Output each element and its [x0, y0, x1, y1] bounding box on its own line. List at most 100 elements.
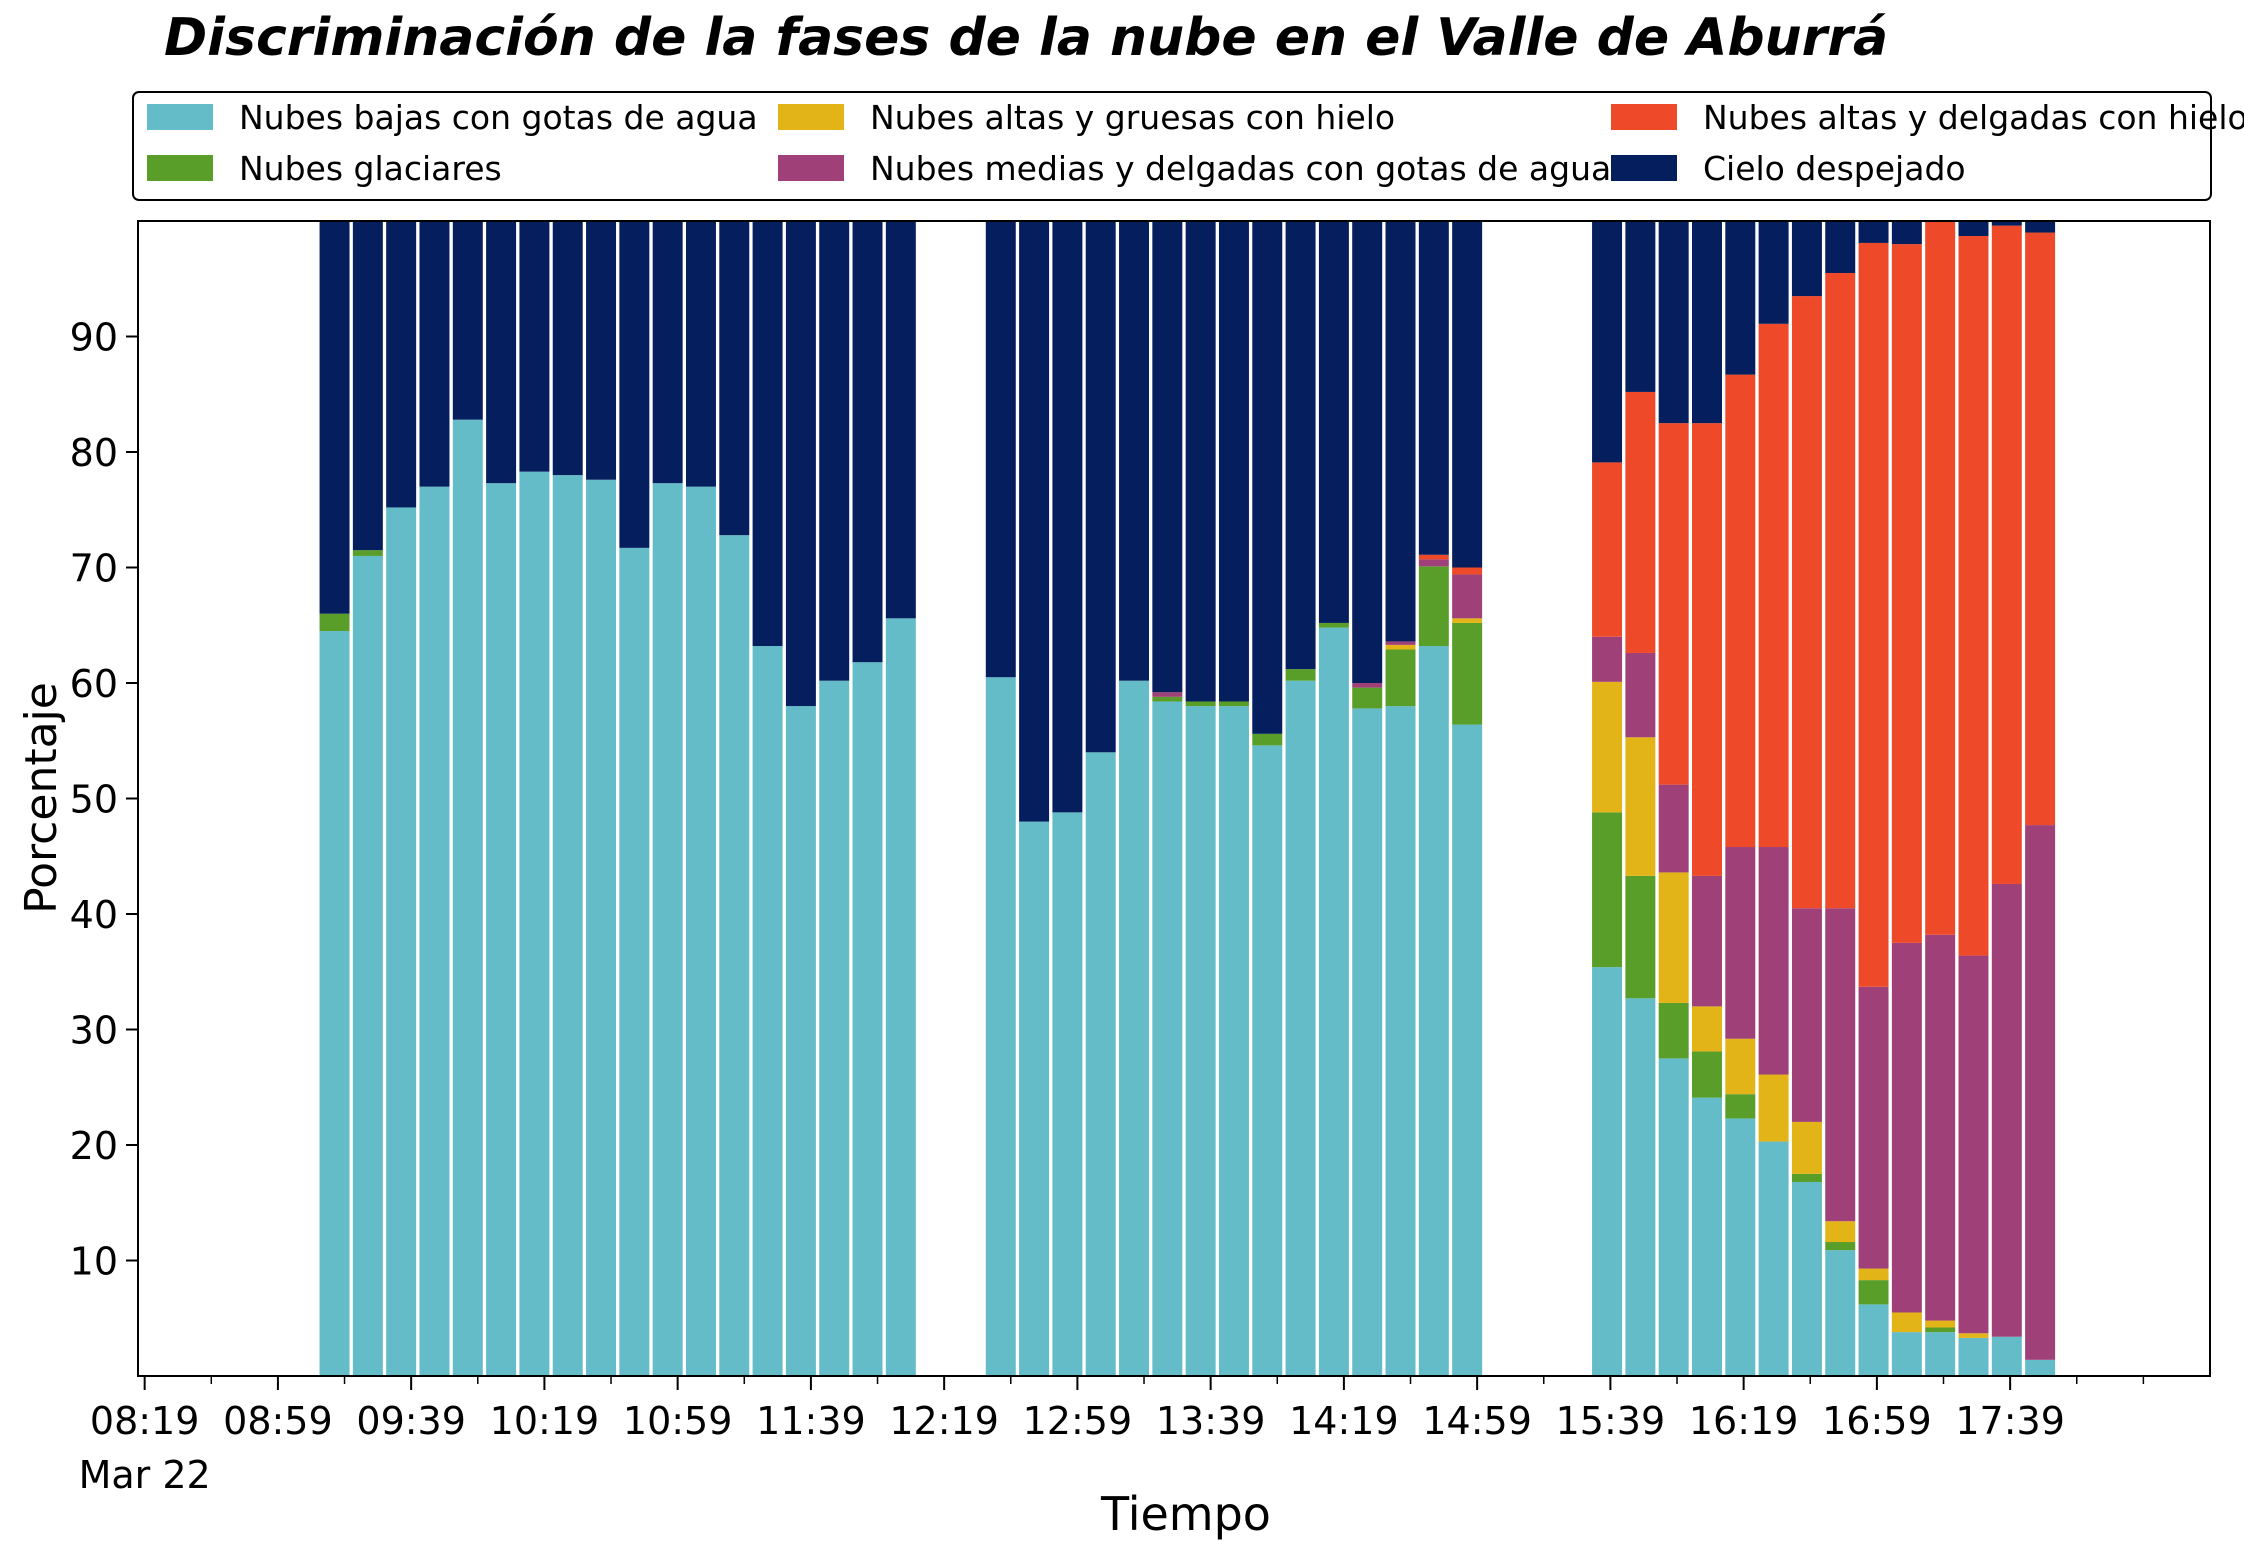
- bar-segment: [1625, 998, 1656, 1376]
- bar-segment: [1085, 221, 1116, 753]
- y-tick-label: 70: [70, 547, 118, 591]
- legend-item: Cielo despejado: [1611, 149, 1966, 188]
- bar-segment: [1758, 847, 1789, 1075]
- bar-segment: [1119, 680, 1150, 1376]
- bar-segment: [1085, 752, 1116, 1376]
- x-axis: 08:19 Mar 22 08:59 09:39 10:19 10:59 11:39 12:1…: [79, 1376, 2145, 1497]
- bar-stack: [752, 221, 783, 1376]
- y-tick-label: 90: [70, 316, 118, 360]
- bar-segment: [1592, 967, 1623, 1376]
- bar-segment: [1825, 1250, 1856, 1376]
- bar-segment: [1418, 221, 1449, 555]
- bar-segment: [1352, 687, 1383, 709]
- bar-segment: [1658, 1002, 1689, 1059]
- bar-stack: [1725, 221, 1756, 1376]
- bar-segment: [1119, 221, 1150, 681]
- bar-segment: [319, 631, 350, 1376]
- bar-segment: [452, 419, 483, 1376]
- x-tick-label: 10:19: [490, 1399, 600, 1443]
- bar-segment: [685, 221, 716, 487]
- bar-segment: [1791, 1121, 1822, 1174]
- bar-segment: [1692, 221, 1722, 424]
- x-tick-sublabel: Mar 22: [79, 1453, 211, 1497]
- bar-stack: [1592, 221, 1623, 1376]
- bar-segment: [1625, 875, 1656, 999]
- bar-segment: [1625, 221, 1656, 392]
- bar-segment: [1285, 221, 1316, 670]
- bar-segment: [1152, 221, 1183, 693]
- bar-segment: [1991, 1336, 2022, 1376]
- bar-segment: [1725, 1038, 1756, 1095]
- bar-stack: [1758, 221, 1789, 1376]
- bars-layer: [319, 221, 2056, 1377]
- bar-segment: [619, 547, 650, 1376]
- bar-segment: [1385, 706, 1416, 1376]
- bar-segment: [1452, 618, 1483, 623]
- bar-segment: [752, 221, 783, 647]
- x-tick-label: 14:59: [1422, 1399, 1532, 1443]
- legend-label: Nubes altas y delgadas con hielo: [1703, 98, 2244, 137]
- bar-stack: [519, 221, 550, 1376]
- bar-segment: [1658, 423, 1689, 785]
- bar-segment: [1385, 221, 1416, 642]
- bar-segment: [885, 618, 916, 1376]
- bar-stack: [1218, 221, 1249, 1376]
- y-axis: 10 20 30 40 50 60 70 80 90: [70, 316, 138, 1284]
- bar-segment: [1858, 986, 1889, 1269]
- bar-stack: [586, 221, 617, 1377]
- bar-stack: [1185, 221, 1216, 1376]
- x-tick-label: 08:19: [90, 1399, 200, 1443]
- bar-segment: [1692, 1006, 1722, 1052]
- bar-segment: [1725, 221, 1756, 375]
- legend-swatch: [1611, 155, 1677, 181]
- bar-segment: [1925, 1327, 1956, 1333]
- bar-segment: [1452, 724, 1483, 1376]
- legend-item: Nubes medias y delgadas con gotas de agu…: [778, 149, 1611, 188]
- bar-segment: [352, 550, 383, 556]
- bar-stack: [1625, 221, 1656, 1376]
- bar-segment: [1592, 221, 1623, 463]
- bar-segment: [1318, 622, 1349, 628]
- bar-segment: [1658, 784, 1689, 873]
- bar-segment: [1452, 567, 1483, 575]
- bar-stack: [1858, 221, 1889, 1376]
- bar-stack: [1791, 221, 1822, 1376]
- bar-stack: [1825, 221, 1856, 1376]
- bar-segment: [1825, 221, 1856, 273]
- x-tick-label: 14:19: [1289, 1399, 1399, 1443]
- legend-swatch: [147, 104, 213, 130]
- legend-item: Nubes bajas con gotas de agua: [147, 98, 758, 137]
- bar-segment: [719, 535, 750, 1376]
- bar-segment: [352, 221, 383, 551]
- bar-stack: [1692, 221, 1722, 1376]
- x-tick-label: 16:19: [1689, 1399, 1799, 1443]
- bar-segment: [1825, 1242, 1856, 1251]
- bar-stack: [2025, 221, 2056, 1376]
- bar-segment: [1418, 646, 1449, 1376]
- bar-segment: [1592, 462, 1623, 637]
- bar-segment: [785, 221, 816, 707]
- bar-segment: [1318, 221, 1349, 623]
- bar-segment: [1218, 221, 1249, 702]
- bar-segment: [1991, 221, 2022, 226]
- bar-segment: [1352, 708, 1383, 1376]
- bar-segment: [1385, 641, 1416, 645]
- bar-segment: [1418, 566, 1449, 647]
- bar-segment: [486, 483, 517, 1376]
- bar-segment: [1625, 737, 1656, 876]
- bar-stack: [1318, 221, 1349, 1376]
- bar-segment: [1019, 221, 1050, 822]
- bar-segment: [1791, 221, 1822, 297]
- bar-stack: [386, 221, 417, 1376]
- y-tick-label: 60: [70, 662, 118, 706]
- bar-segment: [685, 486, 716, 1376]
- legend-swatch: [778, 155, 844, 181]
- bar-stack: [1085, 221, 1116, 1376]
- bar-segment: [785, 706, 816, 1376]
- bar-segment: [1958, 221, 1989, 237]
- bar-segment: [486, 221, 517, 484]
- legend-item: Nubes altas y gruesas con hielo: [778, 98, 1395, 137]
- plot-area: 10 20 30 40 50 60 70 80 90 08:19 Mar 22 08:59 09:39…: [70, 220, 2211, 1497]
- bar-stack: [1925, 221, 1956, 1376]
- y-tick-label: 30: [70, 1009, 118, 1053]
